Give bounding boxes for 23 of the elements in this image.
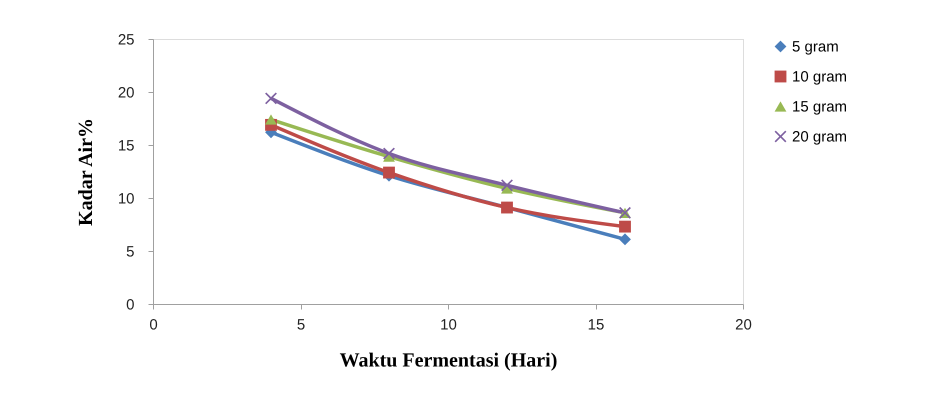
y-tick-label: 5 — [126, 244, 134, 260]
y-tick-label: 0 — [126, 296, 134, 314]
legend-label: 10 gram — [792, 68, 848, 86]
y-axis-title: Kadar Air% — [74, 118, 97, 226]
legend-label: 5 gram — [792, 38, 839, 56]
point — [265, 114, 277, 125]
point — [619, 233, 631, 246]
x-tick-label: 5 — [296, 316, 306, 334]
point — [265, 92, 277, 104]
point — [383, 148, 395, 160]
y-tick-label: 15 — [118, 138, 134, 154]
y-tick-label: 10 — [118, 190, 134, 208]
x-tick-label: 0 — [149, 316, 158, 334]
legend-label: 15 gram — [792, 98, 848, 116]
point — [619, 220, 631, 233]
y-tick-label: 20 — [118, 84, 134, 102]
x-tick-label: 10 — [440, 316, 457, 334]
legend-label: 20 gram — [792, 128, 848, 146]
y-tick-label: 25 — [118, 32, 134, 48]
x-tick-label: 15 — [588, 316, 604, 334]
x-axis-title: Waktu Fermentasi (Hari) — [340, 350, 558, 372]
point — [383, 166, 395, 178]
x-tick-label: 20 — [735, 316, 752, 334]
